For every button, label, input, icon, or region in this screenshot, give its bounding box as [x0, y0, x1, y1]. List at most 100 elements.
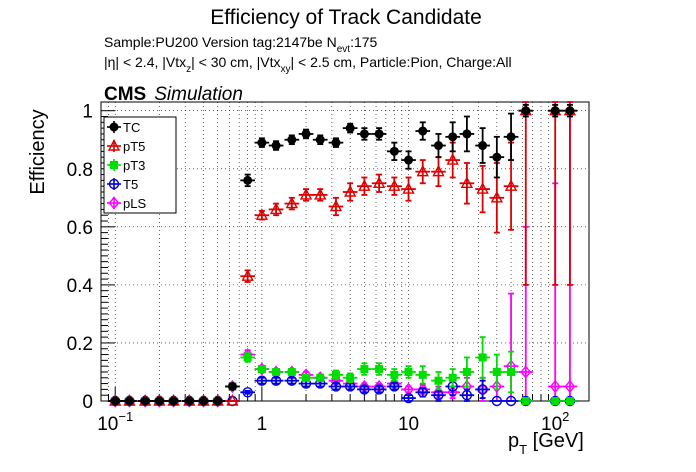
- marker: [360, 365, 369, 374]
- series-pt3: [107, 336, 578, 405]
- subtitle-subscript: xy: [280, 64, 290, 75]
- legend-item-t5: T5: [107, 177, 138, 192]
- legend-item-pls: pLS: [107, 196, 146, 211]
- data-point: [562, 397, 578, 405]
- data-point: [475, 164, 490, 214]
- legend-label: pLS: [123, 196, 146, 211]
- marker: [373, 384, 385, 395]
- data-point: [137, 396, 153, 406]
- data-point: [225, 393, 240, 406]
- cms-label: CMS Simulation: [104, 84, 243, 105]
- x-axis-label: pT [GeV]: [508, 430, 584, 457]
- marker: [418, 126, 428, 136]
- marker: [344, 184, 357, 197]
- data-point: [459, 115, 475, 153]
- data-point: [268, 375, 284, 386]
- y-tick-labels: 0 0.2 0.4 0.6 0.8 1: [67, 102, 94, 413]
- subtitle-subscript: z: [186, 64, 191, 75]
- data-point: [328, 381, 344, 392]
- grid-lines: [101, 102, 589, 401]
- x-tick-base: 1: [257, 414, 268, 435]
- data-point: [254, 365, 270, 374]
- marker: [110, 161, 118, 169]
- data-point: [431, 156, 446, 188]
- data-series: [107, 101, 578, 408]
- marker: [331, 370, 340, 379]
- data-point: [284, 375, 300, 386]
- marker: [316, 373, 325, 382]
- data-point: [401, 176, 416, 202]
- x-tick-base: 10: [97, 414, 118, 435]
- marker: [108, 196, 120, 210]
- data-point: [401, 150, 416, 170]
- marker: [491, 379, 503, 394]
- marker: [478, 353, 487, 362]
- y-tick-label: 0.6: [67, 218, 93, 239]
- marker: [404, 155, 414, 165]
- marker: [243, 353, 252, 362]
- x-tick-base: 10: [398, 414, 419, 435]
- marker: [432, 164, 445, 177]
- marker: [301, 129, 311, 139]
- data-point: [122, 396, 137, 406]
- y-axis-label: Efficiency: [27, 109, 49, 194]
- data-point: [386, 381, 402, 392]
- data-point: [401, 365, 416, 379]
- data-point: [431, 133, 446, 159]
- y-tick-label: 0.8: [67, 160, 93, 181]
- data-point: [562, 101, 578, 286]
- data-point: [431, 371, 446, 391]
- marker: [460, 176, 474, 188]
- marker: [257, 138, 267, 148]
- x-tick-exponent: −1: [118, 409, 133, 424]
- data-point: [268, 367, 284, 376]
- chart-subtitles: Sample:PU200 Version tag:2147be Nevt:175…: [104, 34, 512, 75]
- data-point: [431, 388, 446, 402]
- data-point: [518, 397, 534, 405]
- data-point: [371, 127, 387, 141]
- data-point: [518, 101, 534, 286]
- marker: [550, 106, 560, 116]
- marker: [506, 132, 516, 142]
- legend-label: pT5: [123, 139, 145, 154]
- x-tick-label: 10−1: [97, 409, 133, 435]
- marker: [241, 269, 254, 281]
- legend-item-pt3: pT3: [107, 158, 145, 173]
- marker: [255, 208, 269, 220]
- plot-frame: [100, 101, 590, 402]
- marker: [492, 367, 501, 376]
- y-tick-label: 0.4: [67, 276, 94, 297]
- subtitle-text: :175: [350, 34, 377, 50]
- data-point: [489, 135, 505, 179]
- data-point: [240, 173, 255, 188]
- x-axis-label-sub: T: [519, 442, 527, 457]
- data-point: [210, 396, 226, 406]
- subtitle-text: | < 2.5 cm, Particle:Pion, Charge:All: [290, 54, 511, 70]
- y-tick-label: 0: [82, 392, 93, 413]
- legend: TC pT5 pT3 T5 pLS: [103, 116, 177, 214]
- data-point: [562, 104, 578, 118]
- marker: [331, 138, 341, 148]
- marker: [462, 129, 472, 139]
- marker: [272, 367, 281, 376]
- marker: [476, 182, 489, 194]
- marker: [213, 396, 223, 406]
- series-tc: [107, 104, 578, 406]
- data-point: [459, 356, 475, 388]
- data-point: [371, 384, 387, 395]
- marker: [108, 178, 120, 190]
- data-point: [475, 336, 490, 379]
- marker: [140, 396, 150, 406]
- data-point: [240, 387, 255, 398]
- data-point: [547, 397, 563, 405]
- data-point: [342, 182, 358, 202]
- legend-label: TC: [123, 120, 140, 135]
- data-point: [254, 375, 270, 386]
- marker: [330, 381, 342, 392]
- x-tick-base: 10: [541, 414, 562, 435]
- marker: [446, 153, 459, 165]
- marker: [402, 182, 415, 194]
- marker: [549, 379, 561, 394]
- data-point: [240, 352, 255, 363]
